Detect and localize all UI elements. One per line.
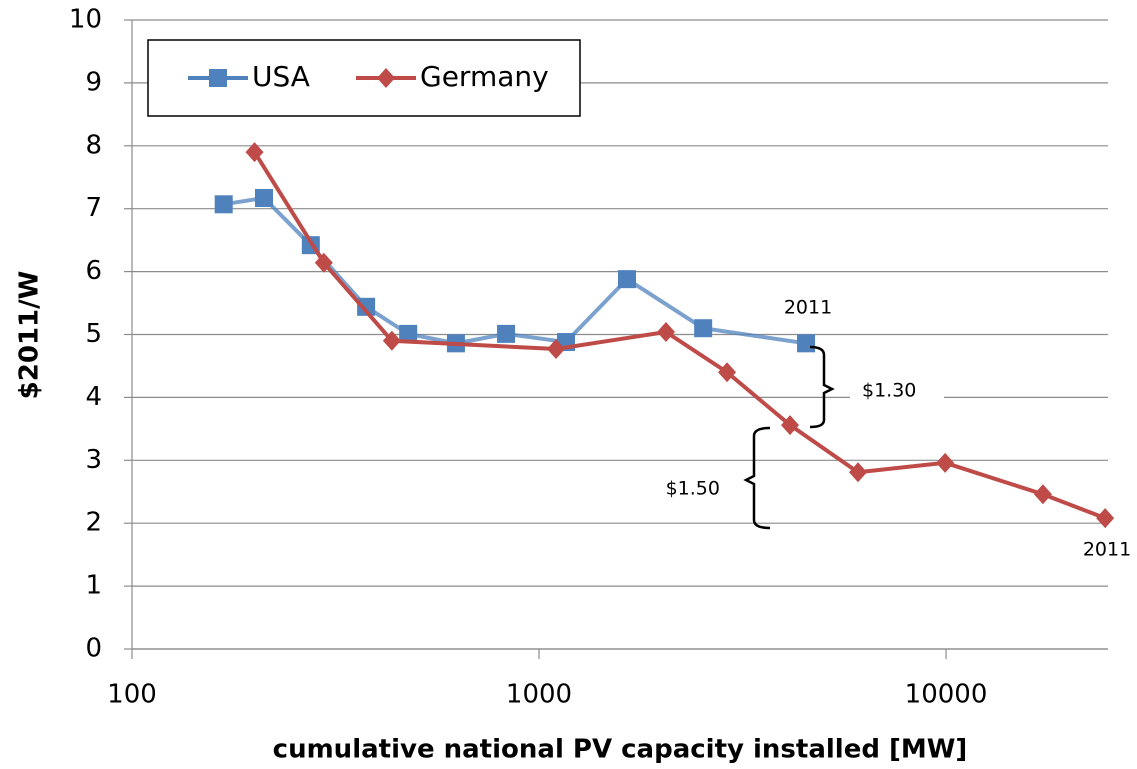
legend-label: USA [252, 60, 310, 93]
x-axis-label: cumulative national PV capacity installe… [273, 735, 968, 765]
marker [209, 69, 227, 87]
marker [254, 189, 273, 208]
y-tick-label: 8 [85, 130, 102, 160]
legend-label: Germany [420, 60, 549, 93]
marker [1033, 484, 1052, 505]
marker [357, 297, 376, 316]
marker [936, 452, 955, 473]
annotation: $1.30 [862, 380, 916, 402]
marker [547, 338, 566, 359]
series-line [252, 151, 1106, 521]
marker [214, 195, 233, 214]
marker [617, 270, 636, 289]
marker [694, 319, 713, 338]
marker [399, 324, 418, 343]
marker [245, 142, 264, 163]
marker [781, 415, 800, 436]
annotation: $1.50 [666, 478, 720, 500]
marker [718, 362, 737, 383]
series-line [223, 195, 807, 346]
y-tick-label: 3 [85, 445, 102, 475]
marker [849, 462, 868, 483]
y-tick-label: 1 [85, 571, 102, 601]
bracket [743, 426, 771, 530]
y-tick-label: 9 [85, 67, 102, 97]
marker [497, 324, 516, 343]
marker [314, 252, 333, 273]
annotation-bg [850, 372, 944, 410]
y-axis-label: $2011/W [15, 271, 45, 400]
y-tick-label: 10 [69, 5, 102, 35]
x-tick-label: 1000 [506, 680, 572, 710]
marker [656, 321, 675, 342]
y-tick-label: 5 [85, 319, 102, 349]
x-tick-label: 10000 [905, 680, 988, 710]
marker [377, 68, 395, 88]
marker [1096, 508, 1115, 529]
y-tick-label: 2 [85, 508, 102, 538]
marker [797, 334, 816, 353]
y-tick-label: 7 [85, 193, 102, 223]
annotation: 2011 [784, 297, 832, 319]
y-tick-label: 6 [85, 256, 102, 286]
marker [382, 330, 401, 351]
x-tick-label: 100 [107, 680, 157, 710]
y-tick-label: 4 [85, 382, 102, 412]
annotation: 2011 [1083, 539, 1131, 561]
y-tick-label: 0 [85, 634, 102, 664]
bracket [809, 345, 835, 429]
